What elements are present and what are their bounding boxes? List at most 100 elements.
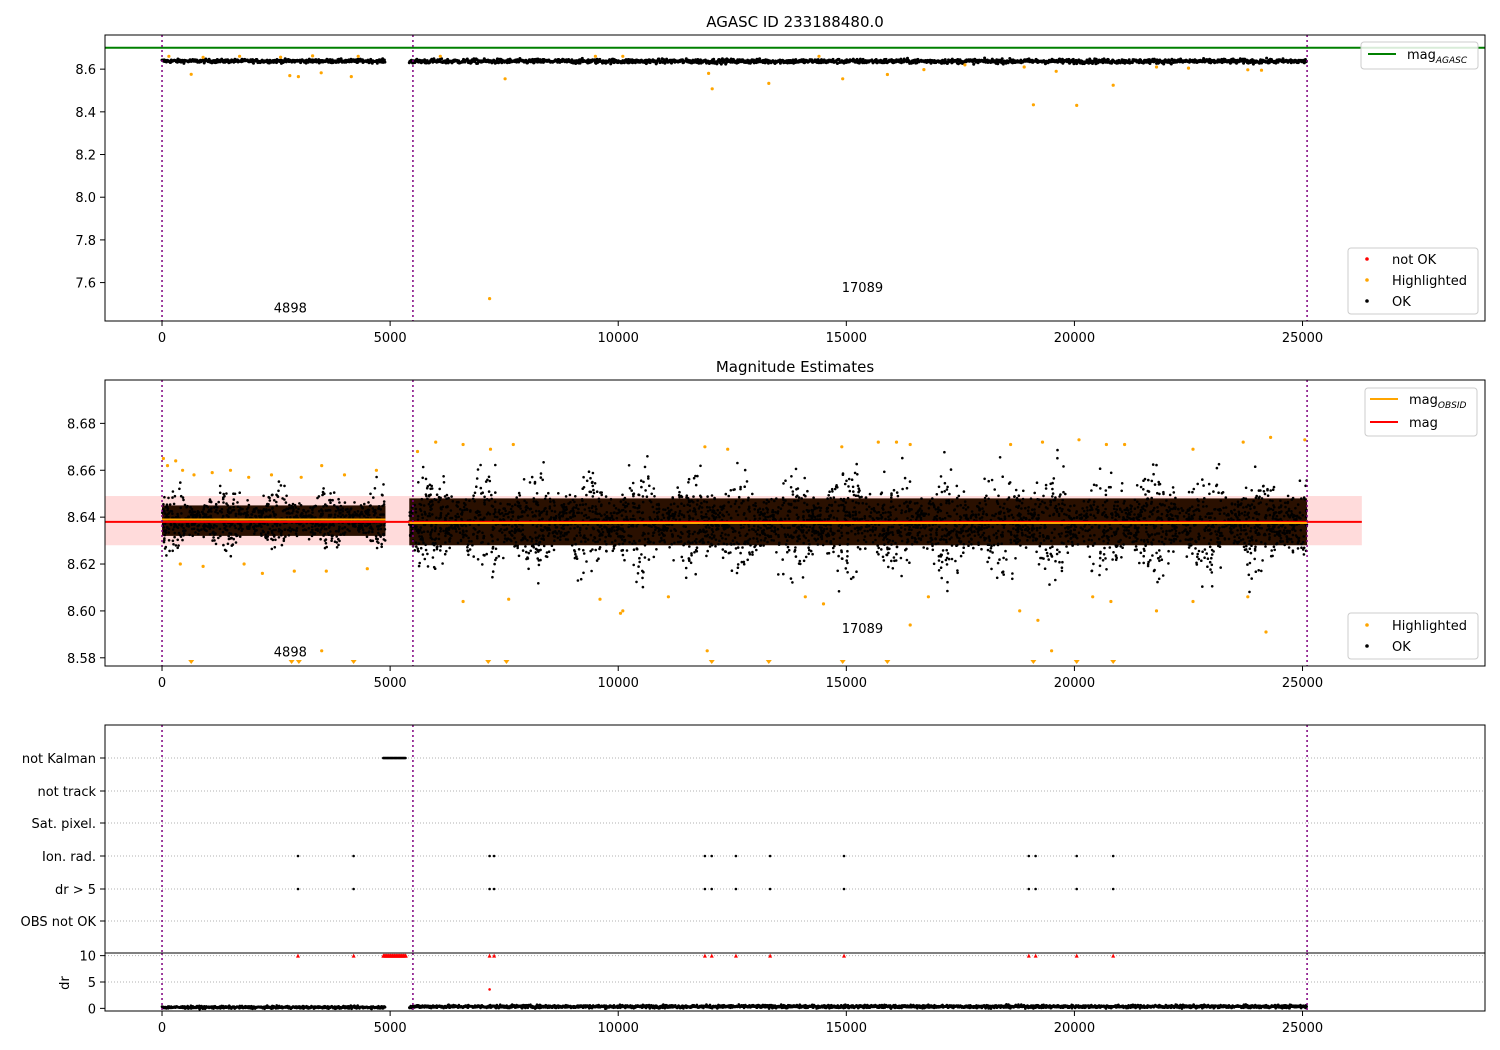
ok-point xyxy=(1273,505,1276,509)
ok-point xyxy=(684,576,688,580)
ok-point xyxy=(587,470,591,474)
ok-point xyxy=(987,497,990,501)
ok-point xyxy=(1206,557,1210,560)
ok-point xyxy=(215,525,218,528)
ok-point xyxy=(499,502,502,505)
ok-point xyxy=(511,534,514,537)
ok-point xyxy=(758,517,762,520)
ok-point xyxy=(225,492,228,495)
ok-point xyxy=(267,495,271,499)
ok-point xyxy=(1240,512,1244,515)
ok-point xyxy=(1139,485,1143,489)
ok-point xyxy=(283,508,286,512)
ok-point xyxy=(1071,544,1074,547)
ok-point xyxy=(171,496,174,499)
ok-point xyxy=(377,541,380,545)
ok-point xyxy=(513,503,517,507)
ok-point xyxy=(585,527,588,530)
ok-point xyxy=(786,550,789,554)
ok-point xyxy=(776,510,780,513)
highlighted-point xyxy=(963,63,967,67)
ok-point xyxy=(597,497,601,501)
ok-point xyxy=(419,546,423,550)
ok-point xyxy=(275,504,279,508)
y-tick-label: 8.2 xyxy=(75,149,96,164)
ok-point xyxy=(762,544,765,547)
ok-point xyxy=(712,57,716,61)
ok-point xyxy=(516,546,519,550)
ok-point xyxy=(1008,481,1012,484)
ok-point xyxy=(273,522,277,526)
panel1-title: AGASC ID 233188480.0 xyxy=(706,13,884,31)
ok-point xyxy=(1092,483,1096,487)
ok-point xyxy=(765,527,769,530)
ok-point xyxy=(1057,532,1061,536)
ok-point xyxy=(881,506,884,510)
ok-point xyxy=(1248,539,1251,543)
ok-point xyxy=(1204,515,1207,519)
ok-point xyxy=(936,542,940,545)
ok-point xyxy=(1082,540,1086,543)
ok-point xyxy=(222,543,225,547)
ok-point xyxy=(751,492,754,496)
ok-point xyxy=(1145,530,1148,534)
highlighted-point xyxy=(238,54,242,58)
ok-point xyxy=(281,497,284,500)
ok-point xyxy=(367,501,370,504)
ok-point xyxy=(646,455,649,458)
ok-point xyxy=(361,512,364,516)
ok-point xyxy=(208,533,212,536)
legend-label: not OK xyxy=(1392,253,1437,268)
ok-point xyxy=(903,524,907,527)
ok-point xyxy=(509,507,513,511)
ok-point xyxy=(330,539,333,542)
ok-point xyxy=(592,491,596,495)
highlighted-point xyxy=(1075,103,1079,107)
ok-point xyxy=(1089,504,1092,508)
ok-point xyxy=(272,528,276,532)
ok-point xyxy=(277,530,281,533)
ok-point xyxy=(365,535,369,538)
ok-point xyxy=(311,528,314,532)
ok-point xyxy=(916,513,920,516)
ok-point xyxy=(439,544,442,548)
ok-point xyxy=(326,532,330,535)
ok-point xyxy=(176,525,179,529)
ok-point xyxy=(335,535,339,538)
ok-point xyxy=(381,504,384,508)
ok-point xyxy=(737,542,740,546)
ok-point xyxy=(639,479,643,483)
ok-point xyxy=(178,487,181,491)
ok-point xyxy=(676,505,680,508)
ok-point xyxy=(704,512,708,516)
ok-point xyxy=(466,545,469,549)
ok-point xyxy=(222,501,225,504)
x-tick-label: 0 xyxy=(158,331,166,346)
ok-point xyxy=(676,534,680,538)
ok-point xyxy=(287,511,290,515)
ok-point xyxy=(546,528,549,532)
ok-point xyxy=(238,491,241,495)
ok-point xyxy=(1104,557,1107,560)
ok-point xyxy=(1146,497,1150,501)
ok-point xyxy=(592,539,595,542)
ok-point xyxy=(845,559,848,562)
ok-point xyxy=(718,539,721,543)
ok-point xyxy=(432,548,436,552)
ok-point xyxy=(777,506,780,509)
ok-point xyxy=(1111,516,1114,519)
ok-point xyxy=(641,576,644,580)
ok-point xyxy=(718,511,722,514)
ok-point xyxy=(166,508,169,512)
ok-point xyxy=(1116,504,1119,508)
ok-point xyxy=(262,494,265,498)
ok-point xyxy=(253,532,256,535)
ok-point xyxy=(736,461,739,465)
ok-point xyxy=(1069,504,1072,508)
ok-point xyxy=(575,555,578,558)
ok-point xyxy=(1208,492,1211,496)
ok-point xyxy=(1270,549,1273,552)
ok-point xyxy=(376,537,380,541)
ok-point xyxy=(1151,463,1155,466)
ok-point xyxy=(1037,505,1041,509)
